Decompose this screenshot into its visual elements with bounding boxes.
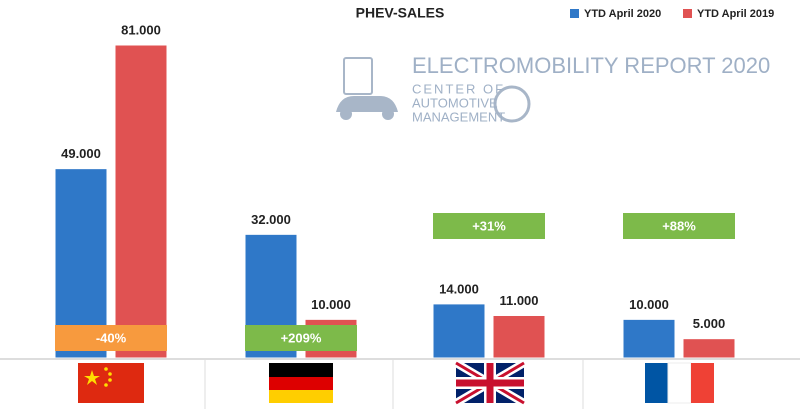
chart-title: PHEV-SALES (356, 5, 445, 21)
flag-france (645, 363, 668, 403)
change-box (55, 325, 167, 351)
change-box (433, 213, 545, 239)
bar (432, 303, 486, 359)
logo-wheel (340, 108, 352, 120)
value-label: 49.000 (61, 146, 101, 161)
change-box (623, 213, 735, 239)
value-label: 81.000 (121, 22, 161, 37)
legend-swatch (683, 9, 692, 18)
flag-france (667, 362, 692, 404)
logo-title: ELECTROMOBILITY REPORT 2020 (412, 53, 770, 78)
logo: ELECTROMOBILITY REPORT 2020 CENTER OF AU… (336, 53, 770, 124)
value-label: 5.000 (693, 316, 726, 331)
change-label: +31% (472, 218, 506, 233)
change-label: +88% (662, 218, 696, 233)
logo-line: MANAGEMENT (412, 109, 505, 124)
value-label: 10.000 (629, 297, 669, 312)
flag-uk (456, 363, 524, 403)
logo-icon (343, 57, 373, 95)
bar (114, 44, 168, 359)
flag-germany (269, 377, 333, 390)
logo-car (336, 96, 398, 112)
flags (78, 359, 714, 407)
value-label: 11.000 (499, 293, 538, 308)
flag-france (691, 363, 714, 403)
logo-steering (493, 85, 531, 123)
flag-star (104, 383, 108, 387)
flag-star (84, 370, 100, 385)
legend-label: YTD April 2020 (584, 8, 661, 20)
value-label: 10.000 (311, 297, 351, 312)
value-label: 32.000 (251, 212, 291, 227)
flag-germany (269, 390, 333, 403)
bar (682, 338, 736, 359)
change-box (245, 325, 357, 351)
flag-star (108, 378, 112, 382)
logo-line: CENTER OF (412, 81, 505, 96)
value-label: 14.000 (439, 281, 479, 296)
legend-swatch (570, 9, 579, 18)
logo-wheel (382, 108, 394, 120)
change-label: +209% (281, 330, 322, 345)
change-label: -40% (96, 330, 127, 345)
bar (622, 318, 676, 359)
flag-germany (269, 363, 333, 377)
flag-star (104, 367, 108, 371)
bar (492, 314, 546, 359)
legend-label: YTD April 2019 (697, 8, 774, 20)
logo-line: AUTOMOTIVE (412, 95, 498, 110)
flag-star (108, 372, 112, 376)
